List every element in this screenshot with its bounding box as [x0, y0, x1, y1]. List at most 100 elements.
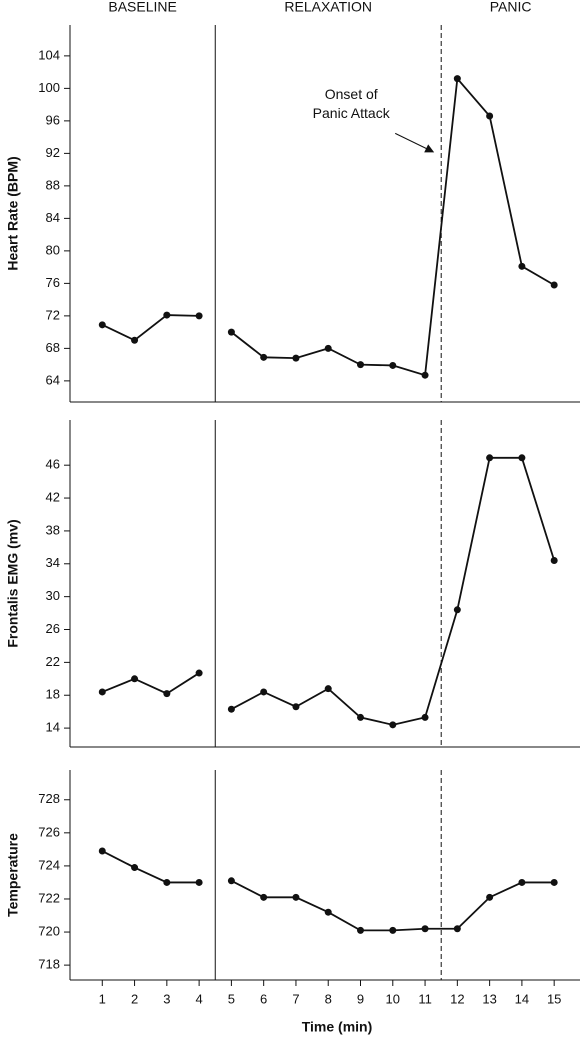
data-point — [324, 685, 332, 693]
y-tick-label: 80 — [46, 242, 60, 257]
data-point — [260, 893, 268, 901]
data-line — [101, 672, 200, 695]
phase-label: BASELINE — [108, 0, 176, 15]
data-point — [357, 361, 365, 369]
data-point — [195, 878, 203, 886]
y-tick-label: 30 — [46, 588, 60, 603]
data-point — [163, 311, 171, 319]
data-point — [357, 713, 365, 721]
x-tick-label: 14 — [515, 991, 529, 1006]
x-tick-label: 7 — [292, 991, 299, 1006]
data-point — [292, 893, 300, 901]
y-tick-label: 72 — [46, 307, 60, 322]
phase-label: PANIC — [490, 0, 532, 15]
data-point — [453, 75, 461, 83]
y-tick-label: 100 — [38, 80, 60, 95]
y-tick-label: 724 — [38, 857, 60, 872]
data-point — [163, 878, 171, 886]
x-tick-label: 11 — [418, 991, 432, 1006]
data-point — [98, 321, 106, 329]
y-tick-label: 42 — [46, 489, 60, 504]
data-point — [421, 371, 429, 379]
y-tick-label: 96 — [46, 112, 60, 127]
data-point — [131, 675, 139, 683]
x-tick-label: 9 — [357, 991, 364, 1006]
phase-label: RELAXATION — [284, 0, 372, 15]
data-point — [453, 606, 461, 614]
y-tick-label: 34 — [46, 555, 60, 570]
y-tick-label: 64 — [46, 372, 60, 387]
y-tick-label: 104 — [38, 47, 60, 62]
data-point — [324, 908, 332, 916]
data-point — [421, 925, 429, 933]
x-tick-label: 4 — [195, 991, 202, 1006]
data-point — [98, 847, 106, 855]
data-point — [260, 353, 268, 361]
y-axis-label: Heart Rate (BPM) — [5, 156, 21, 270]
y-tick-label: 728 — [38, 791, 60, 806]
annotation-arrow — [394, 132, 433, 152]
data-point — [131, 336, 139, 344]
y-tick-label: 726 — [38, 824, 60, 839]
annotation: Onset of — [325, 86, 378, 102]
data-point — [518, 454, 526, 462]
y-axis-label: Frontalis EMG (mv) — [5, 519, 21, 647]
data-point — [550, 878, 558, 886]
y-tick-label: 14 — [46, 720, 60, 735]
data-line — [230, 879, 555, 932]
y-tick-label: 718 — [38, 957, 60, 972]
data-point — [550, 556, 558, 564]
x-tick-label: 8 — [325, 991, 332, 1006]
y-tick-label: 46 — [46, 457, 60, 472]
data-line — [230, 76, 555, 377]
data-point — [389, 721, 397, 729]
y-tick-label: 38 — [46, 522, 60, 537]
data-point — [486, 893, 494, 901]
data-point — [324, 344, 332, 352]
x-tick-label: 5 — [228, 991, 235, 1006]
data-point — [163, 690, 171, 698]
x-tick-label: 13 — [482, 991, 496, 1006]
data-point — [227, 877, 235, 885]
y-tick-label: 76 — [46, 275, 60, 290]
x-axis-label: Time (min) — [302, 1019, 373, 1035]
data-point — [453, 925, 461, 933]
x-tick-label: 10 — [386, 991, 400, 1006]
data-point — [227, 705, 235, 713]
y-tick-label: 720 — [38, 923, 60, 938]
x-tick-label: 3 — [163, 991, 170, 1006]
y-tick-label: 92 — [46, 145, 60, 160]
y-tick-label: 68 — [46, 340, 60, 355]
data-line — [101, 850, 200, 884]
annotation: Panic Attack — [313, 105, 391, 121]
x-tick-label: 1 — [99, 991, 106, 1006]
x-tick-label: 2 — [131, 991, 138, 1006]
x-tick-label: 15 — [547, 991, 561, 1006]
data-point — [292, 703, 300, 711]
data-point — [518, 878, 526, 886]
data-point — [518, 262, 526, 270]
y-tick-label: 84 — [46, 210, 60, 225]
y-tick-label: 88 — [46, 177, 60, 192]
data-point — [195, 312, 203, 320]
y-tick-label: 26 — [46, 621, 60, 636]
data-point — [98, 688, 106, 696]
data-point — [227, 328, 235, 336]
y-tick-label: 722 — [38, 890, 60, 905]
data-point — [486, 454, 494, 462]
x-tick-label: 12 — [450, 991, 464, 1006]
y-tick-label: 22 — [46, 654, 60, 669]
x-tick-label: 6 — [260, 991, 267, 1006]
y-tick-label: 18 — [46, 687, 60, 702]
data-point — [389, 926, 397, 934]
data-point — [260, 688, 268, 696]
y-axis-label: Temperature — [5, 833, 21, 917]
data-point — [357, 926, 365, 934]
data-point — [131, 864, 139, 872]
data-point — [550, 281, 558, 289]
data-point — [421, 713, 429, 721]
data-line — [230, 456, 556, 726]
data-line — [101, 314, 200, 342]
data-point — [389, 361, 397, 369]
